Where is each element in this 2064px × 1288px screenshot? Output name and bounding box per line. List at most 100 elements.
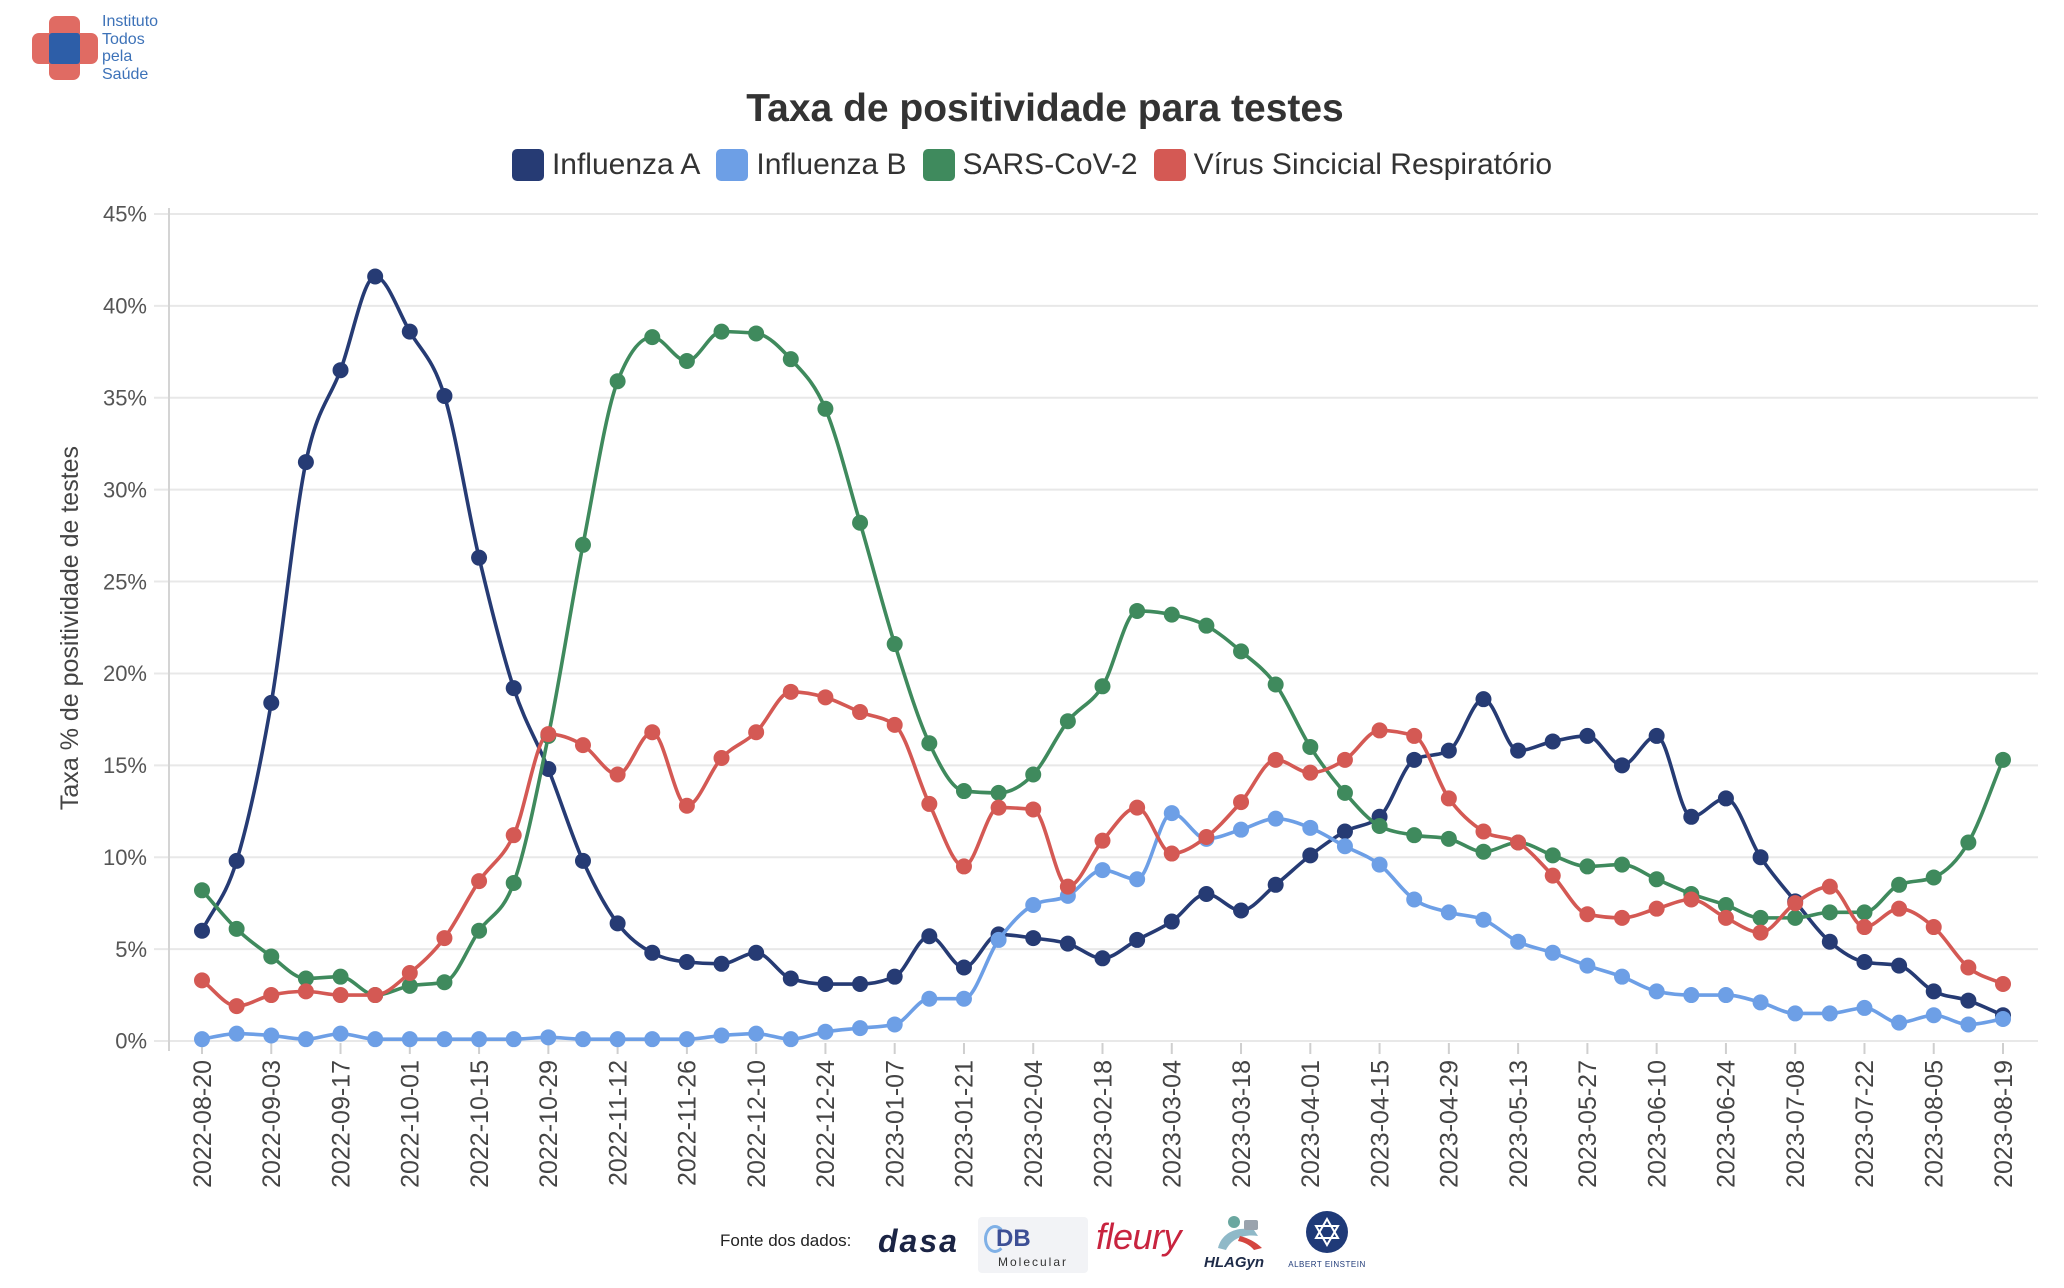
axes: [168, 208, 2004, 1054]
x-tick-label: 2023-07-08: [1782, 1060, 1810, 1188]
series-influenza-a: [194, 268, 2011, 1024]
data-point-influenza-b: [1475, 911, 1492, 928]
logo-text-line: Todos: [102, 30, 145, 48]
data-point-influenza-b: [436, 1031, 453, 1048]
x-tick-label: 2023-04-01: [1297, 1060, 1325, 1188]
data-point-influenza-b: [1995, 1010, 2011, 1027]
data-point-sars-cov-2: [1371, 817, 1388, 834]
logo-text-line: Instituto: [102, 13, 159, 30]
db-molecular-logo: DB Molecular: [978, 1217, 1088, 1273]
data-point-virus-sincicial-respiratorio: [1960, 959, 1977, 976]
data-point-influenza-b: [1440, 904, 1457, 921]
data-point-sars-cov-2: [1406, 827, 1423, 844]
series-line-influenza-a: [200, 274, 2005, 1018]
data-point-sars-cov-2: [1233, 643, 1250, 660]
x-tick-label: 2023-08-19: [1990, 1060, 2018, 1188]
data-point-influenza-a: [263, 694, 280, 711]
legend-item-influenza-a[interactable]: Influenza A: [511, 145, 700, 185]
data-point-sars-cov-2: [1059, 713, 1076, 730]
data-point-sars-cov-2: [574, 536, 591, 553]
data-point-virus-sincicial-respiratorio: [1406, 727, 1423, 744]
data-point-influenza-a: [1579, 727, 1596, 744]
data-point-virus-sincicial-respiratorio: [955, 858, 972, 875]
data-point-influenza-a: [540, 761, 557, 778]
data-point-virus-sincicial-respiratorio: [1995, 976, 2011, 993]
data-point-influenza-b: [1752, 994, 1769, 1011]
data-point-sars-cov-2: [921, 735, 938, 752]
data-point-sars-cov-2: [1544, 847, 1561, 864]
data-point-virus-sincicial-respiratorio: [678, 797, 695, 814]
data-point-influenza-a: [1821, 933, 1838, 950]
data-point-sars-cov-2: [1025, 766, 1042, 783]
data-point-influenza-b: [332, 1025, 349, 1042]
data-point-sars-cov-2: [990, 784, 1007, 801]
data-point-virus-sincicial-respiratorio: [1129, 799, 1146, 816]
data-point-sars-cov-2: [817, 400, 834, 417]
data-point-sars-cov-2: [1163, 606, 1180, 623]
fleury-logo: fleury: [1096, 1216, 1182, 1257]
data-point-influenza-a: [886, 968, 903, 985]
data-point-influenza-b: [1510, 933, 1527, 950]
x-tick-label: 2023-06-24: [1713, 1060, 1741, 1188]
data-point-sars-cov-2: [1094, 678, 1111, 695]
data-point-sars-cov-2: [332, 968, 349, 985]
data-point-virus-sincicial-respiratorio: [644, 724, 661, 741]
data-point-influenza-b: [1821, 1005, 1838, 1022]
data-point-sars-cov-2: [609, 373, 626, 390]
legend-item-influenza-b[interactable]: Influenza B: [716, 145, 907, 185]
data-point-virus-sincicial-respiratorio: [1267, 751, 1284, 768]
legend-item-virus-sincicial-respiratorio[interactable]: Vírus Sincicial Respiratório: [1153, 145, 1552, 185]
data-point-influenza-b: [263, 1027, 280, 1044]
y-tick-label: 40%: [103, 294, 147, 319]
data-point-influenza-a: [1925, 983, 1942, 1000]
data-point-influenza-b: [1856, 999, 1873, 1016]
data-point-influenza-b: [297, 1031, 314, 1048]
x-tick-label: 2022-09-17: [327, 1060, 355, 1188]
x-tick-label: 2022-10-29: [535, 1060, 563, 1188]
legend-item-sars-cov-2[interactable]: SARS-CoV-2: [922, 145, 1138, 185]
data-point-sars-cov-2: [194, 882, 210, 899]
data-point-influenza-b: [817, 1023, 834, 1040]
data-point-virus-sincicial-respiratorio: [263, 987, 280, 1004]
x-tick-label: 2023-05-13: [1505, 1060, 1533, 1188]
data-point-influenza-b: [367, 1031, 384, 1048]
data-point-sars-cov-2: [436, 974, 453, 991]
data-point-sars-cov-2: [1440, 830, 1457, 847]
y-tick-label: 5%: [115, 937, 147, 962]
data-point-influenza-b: [782, 1031, 799, 1048]
data-point-influenza-b: [401, 1031, 418, 1048]
chart-title: Taxa de positividade para testes: [746, 87, 1344, 130]
data-point-influenza-a: [678, 953, 695, 970]
legend-swatch: [922, 149, 955, 181]
data-point-influenza-a: [1059, 935, 1076, 952]
data-point-influenza-a: [1544, 733, 1561, 750]
data-point-influenza-b: [921, 990, 938, 1007]
data-point-sars-cov-2: [1891, 876, 1908, 893]
data-point-influenza-b: [1406, 891, 1423, 908]
data-point-influenza-b: [644, 1031, 661, 1048]
data-point-virus-sincicial-respiratorio: [1717, 909, 1734, 926]
x-tick-label: 2022-09-03: [258, 1060, 286, 1188]
x-tick-label: 2022-10-01: [397, 1060, 425, 1188]
data-point-influenza-a: [1198, 885, 1215, 902]
data-point-sars-cov-2: [1717, 897, 1734, 913]
data-point-sars-cov-2: [1129, 602, 1146, 619]
db-arc-icon: [984, 1225, 1006, 1253]
data-point-virus-sincicial-respiratorio: [1683, 891, 1700, 908]
data-point-virus-sincicial-respiratorio: [574, 737, 591, 754]
x-tick-label: 2022-08-20: [189, 1060, 217, 1188]
data-point-virus-sincicial-respiratorio: [1475, 823, 1492, 840]
data-point-sars-cov-2: [1648, 871, 1665, 888]
data-point-virus-sincicial-respiratorio: [1925, 919, 1942, 936]
x-tick-label: 2023-01-07: [881, 1060, 909, 1188]
data-point-influenza-a: [748, 944, 765, 961]
data-point-sars-cov-2: [886, 636, 903, 653]
data-point-sars-cov-2: [401, 977, 418, 994]
data-point-virus-sincicial-respiratorio: [1371, 722, 1388, 739]
institute-logo-text: Instituto Todos pela Saúde: [102, 13, 158, 83]
data-point-influenza-b: [194, 1031, 210, 1048]
x-tick-label: 2023-08-05: [1920, 1060, 1948, 1188]
data-point-influenza-a: [852, 976, 869, 993]
data-point-virus-sincicial-respiratorio: [1821, 878, 1838, 895]
